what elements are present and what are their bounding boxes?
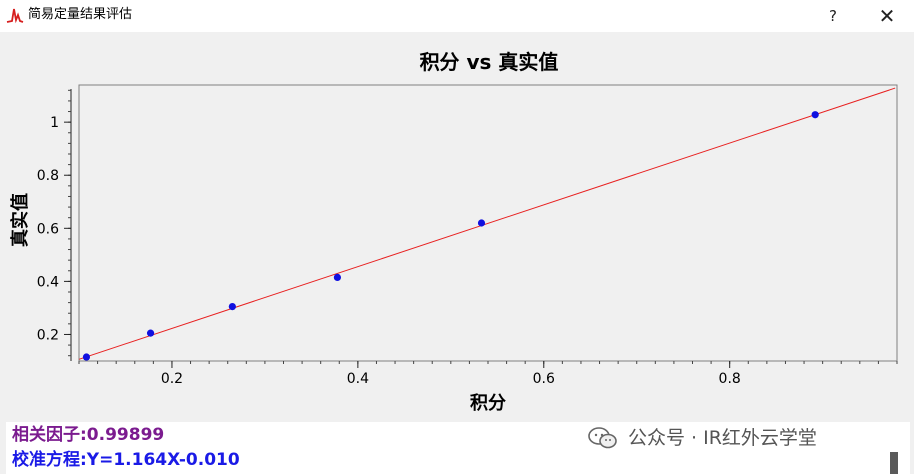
scatter-chart: 积分 vs 真实值 0.2 0.4 0.6 0.8 0.20.40.60.81 积分 … (9, 50, 898, 414)
fit-line (78, 87, 896, 360)
chart-area: 积分 vs 真实值 0.2 0.4 0.6 0.8 0.2 0.4 0.6 0.8 1 积分 … (0, 32, 914, 422)
y-tick-label: 1 (50, 115, 59, 131)
data-point (146, 329, 155, 337)
y-tick-label: 0.4 (37, 274, 59, 290)
correlation-text: 相关因子:0.99899 (12, 425, 165, 445)
data-point (82, 353, 91, 361)
y-tick-label: 0.8 (37, 168, 59, 184)
data-point (811, 111, 819, 119)
results-panel: 相关因子:0.99899 校准方程:Y=1.164X-0.010 (6, 422, 910, 474)
scrollbar-thumb[interactable] (890, 452, 898, 474)
y-tick-label: 0.2 (37, 327, 59, 343)
chart-title: 积分 vs 真实值 (420, 50, 559, 74)
data-point (228, 302, 236, 311)
close-button[interactable]: ✕ (878, 4, 896, 28)
help-button[interactable]: ? (829, 7, 837, 25)
x-tick-label: 0.4 (347, 371, 369, 387)
x-axis-label: 积分 (470, 393, 506, 414)
y-tick-label: 0.6 (37, 221, 59, 237)
y-axis-label: 真实值 (9, 193, 31, 247)
watermark-text: 公众号 · IR红外云学堂 (628, 427, 817, 449)
x-tick-label: 0.8 (719, 371, 741, 387)
title-bar: 简易定量结果评估 ? ✕ (0, 0, 914, 32)
x-tick-label: 0.6 (533, 371, 555, 387)
window-title: 简易定量结果评估 (28, 7, 133, 22)
data-point (477, 219, 486, 227)
y-axis: 0.2 0.4 0.6 0.8 1 (37, 89, 72, 361)
x-axis: 0.2 0.4 0.6 0.8 (78, 361, 898, 387)
equation-text: 校准方程:Y=1.164X-0.010 (12, 450, 240, 470)
data-point (333, 273, 342, 282)
peak-icon (6, 8, 24, 24)
x-tick-label: 0.2 (161, 371, 183, 387)
wechat-icon (588, 427, 617, 449)
